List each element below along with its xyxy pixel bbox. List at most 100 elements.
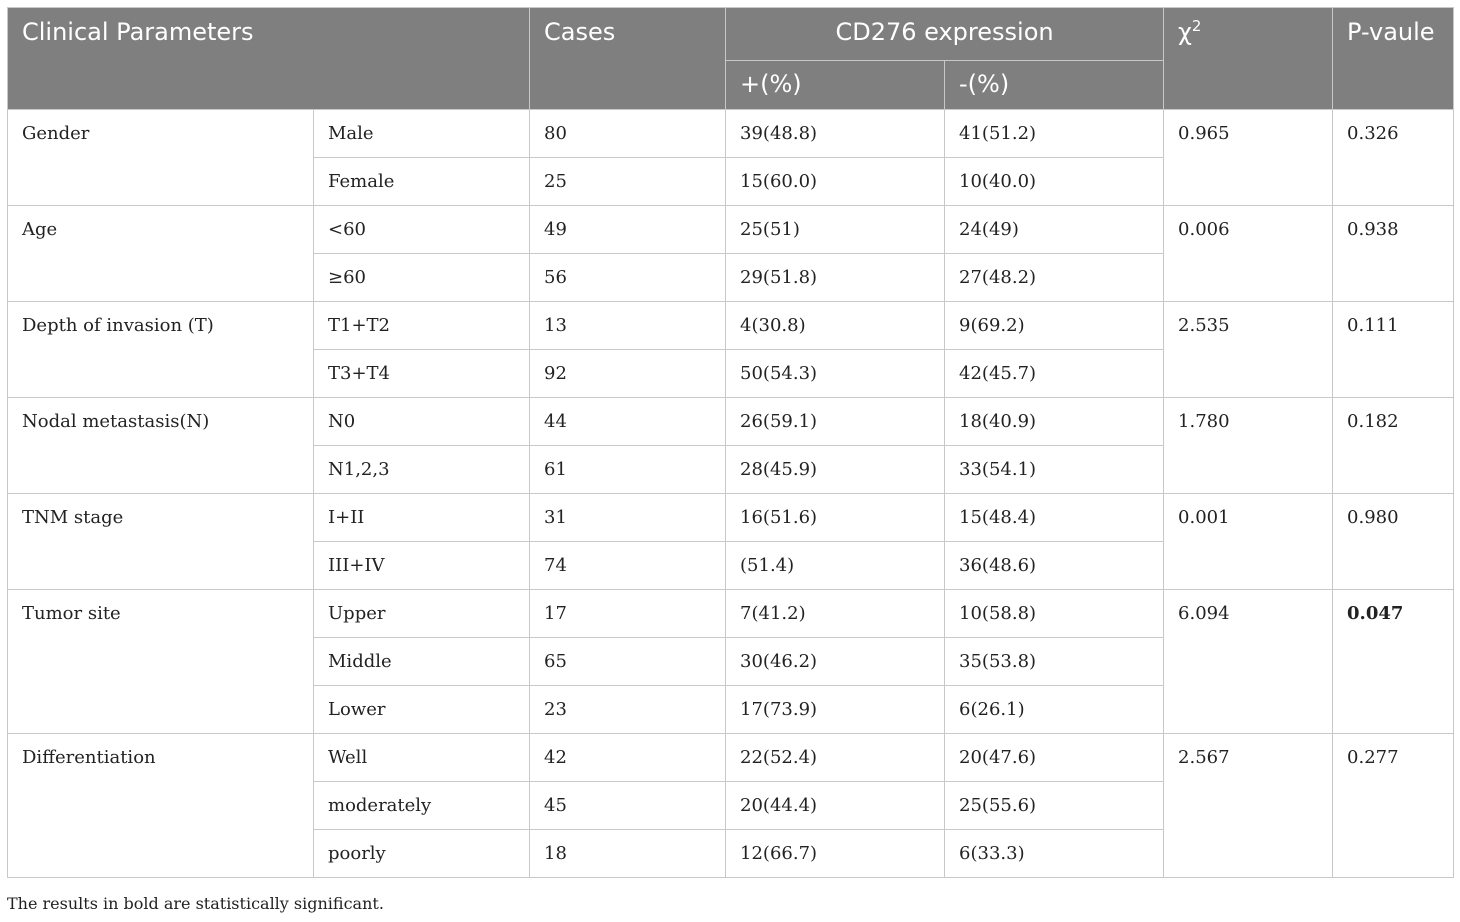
negative-cell: 20(47.6) [944,733,1165,782]
subgroup-cell: T3+T4 [312,349,531,398]
parameter-cell: TNM stage [7,493,314,590]
chi2-cell: 0.006 [1163,205,1334,302]
parameter-cell: Gender [7,109,314,206]
table-row: Middle 65 30(46.2) 35(53.8) [8,637,1454,686]
cases-cell: 56 [529,253,727,302]
chi2-cell: 6.094 [1163,589,1334,734]
p-value-cell: 0.938 [1332,205,1455,302]
subgroup-cell: ≥60 [312,253,531,302]
cases-cell: 42 [529,733,727,782]
positive-cell: 22(52.4) [725,733,946,782]
subgroup-cell: moderately [312,781,531,830]
cases-cell: 31 [529,493,727,542]
positive-cell: 7(41.2) [725,589,946,638]
cases-cell: 65 [529,637,727,686]
cases-cell: 25 [529,157,727,206]
table-row: poorly 18 12(66.7) 6(33.3) [8,829,1454,878]
table-row: Female 25 15(60.0) 10(40.0) [8,157,1454,206]
header-negative: -(%) [944,60,1165,110]
negative-cell: 10(40.0) [944,157,1165,206]
subgroup-cell: N1,2,3 [312,445,531,494]
subgroup-cell: Male [312,109,531,158]
table-row: T3+T4 92 50(54.3) 42(45.7) [8,349,1454,398]
table-row: ≥60 56 29(51.8) 27(48.2) [8,253,1454,302]
footnote: The results in bold are statistically si… [7,894,384,913]
positive-cell: 15(60.0) [725,157,946,206]
table-row: TNM stage I+II 31 16(51.6) 15(48.4) 0.001 0.98… [7,493,1455,590]
positive-cell: 17(73.9) [725,685,946,734]
table-row: moderately 45 20(44.4) 25(55.6) [8,781,1454,830]
cases-cell: 18 [529,829,727,878]
positive-cell: 26(59.1) [725,397,946,446]
negative-cell: 24(49) [944,205,1165,254]
subgroup-cell: I+II [312,493,531,542]
parameter-cell: Depth of invasion (T) [7,301,314,398]
positive-cell: 30(46.2) [725,637,946,686]
table-body: Gender Male 80 39(48.8) 41(51.2) 0.965 0.326 Fe… [7,109,1455,878]
cases-cell: 74 [529,541,727,590]
positive-cell: 50(54.3) [725,349,946,398]
cases-cell: 92 [529,349,727,398]
parameter-cell: Age [7,205,314,302]
p-value-cell: 0.111 [1332,301,1455,398]
chi2-cell: 0.965 [1163,109,1334,206]
table-row: Nodal metastasis(N) N0 44 26(59.1) 18(40.9) 1… [7,397,1455,494]
parameter-cell: Differentiation [7,733,314,878]
cases-cell: 45 [529,781,727,830]
negative-cell: 6(26.1) [944,685,1165,734]
parameter-cell: Tumor site [7,589,314,734]
clinical-table: Clinical Parameters Cases CD276 expressi… [6,7,1455,878]
p-value-cell: 0.047 [1332,589,1455,734]
chi-symbol: χ [1178,18,1192,46]
table-row: Tumor site Upper 17 7(41.2) 10(58.8) 6.094 0.0… [7,589,1455,734]
positive-cell: (51.4) [725,541,946,590]
table-row: III+IV 74 (51.4) 36(48.6) [8,541,1454,590]
subgroup-cell: Middle [312,637,531,686]
chi-superscript: 2 [1191,17,1202,35]
header-cases: Cases [529,7,727,110]
positive-cell: 4(30.8) [725,301,946,350]
negative-cell: 25(55.6) [944,781,1165,830]
subgroup-cell: Well [312,733,531,782]
chi2-cell: 2.567 [1163,733,1334,878]
negative-cell: 41(51.2) [944,109,1165,158]
cases-cell: 23 [529,685,727,734]
p-value-cell: 0.277 [1332,733,1455,878]
p-value-cell: 0.326 [1332,109,1455,206]
subgroup-cell: Upper [312,589,531,638]
table-header: Clinical Parameters Cases CD276 expressi… [6,7,1455,110]
negative-cell: 36(48.6) [944,541,1165,590]
negative-cell: 15(48.4) [944,493,1165,542]
header-clinical-parameters: Clinical Parameters [6,7,531,110]
subgroup-cell: Lower [312,685,531,734]
table-row: Gender Male 80 39(48.8) 41(51.2) 0.965 0.326 [7,109,1455,206]
negative-cell: 27(48.2) [944,253,1165,302]
positive-cell: 29(51.8) [725,253,946,302]
cases-cell: 44 [529,397,727,446]
header-p-value: P-vaule [1332,7,1455,110]
table-row: Age <60 49 25(51) 24(49) 0.006 0.938 [7,205,1455,302]
subgroup-cell: <60 [312,205,531,254]
cases-cell: 61 [529,445,727,494]
negative-cell: 6(33.3) [944,829,1165,878]
table-row: Depth of invasion (T) T1+T2 13 4(30.8) 9(69.… [7,301,1455,398]
negative-cell: 33(54.1) [944,445,1165,494]
negative-cell: 18(40.9) [944,397,1165,446]
header-positive: +(%) [725,60,946,110]
parameter-cell: Nodal metastasis(N) [7,397,314,494]
cases-cell: 17 [529,589,727,638]
chi2-cell: 1.780 [1163,397,1334,494]
subgroup-cell: poorly [312,829,531,878]
positive-cell: 16(51.6) [725,493,946,542]
positive-cell: 25(51) [725,205,946,254]
header-cd276-expression: CD276 expression [725,7,1165,61]
subgroup-cell: Female [312,157,531,206]
p-value-cell: 0.182 [1332,397,1455,494]
negative-cell: 10(58.8) [944,589,1165,638]
header-chi-square: χ2 [1163,7,1334,110]
negative-cell: 42(45.7) [944,349,1165,398]
table-row: N1,2,3 61 28(45.9) 33(54.1) [8,445,1454,494]
table-row: Differentiation Well 42 22(52.4) 20(47.6) 2.5… [7,733,1455,878]
positive-cell: 12(66.7) [725,829,946,878]
negative-cell: 35(53.8) [944,637,1165,686]
